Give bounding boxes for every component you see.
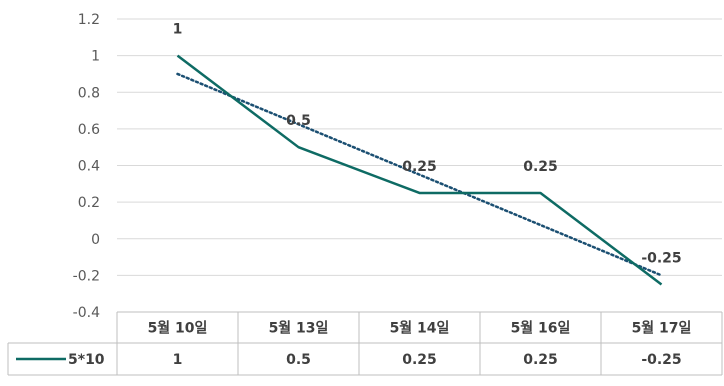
table-value: -0.25 [641, 352, 681, 368]
table-value: 1 [173, 352, 183, 368]
y-tick-label: 0.4 [78, 159, 100, 175]
series-lines [176, 54, 663, 286]
table-value: 0.25 [402, 352, 437, 368]
trendline [176, 72, 663, 277]
category-label: 5월 13일 [269, 320, 329, 337]
y-tick-label: 0.2 [78, 195, 100, 211]
y-tick-label: 0.6 [78, 122, 100, 138]
y-tick-label: 1 [91, 49, 100, 65]
table-value: 0.25 [523, 352, 558, 368]
y-tick-label: -0.2 [73, 268, 100, 284]
y-tick-label: -0.4 [73, 305, 100, 321]
category-label: 5월 10일 [148, 320, 208, 337]
data-label: -0.25 [641, 251, 681, 267]
y-tick-label: 0.8 [78, 85, 100, 101]
data-label: 1 [173, 22, 183, 38]
data-label: 0.5 [286, 113, 311, 129]
data-label: 0.25 [402, 159, 437, 175]
y-axis-ticks: 1.2 1 0.8 0.6 0.4 0.2 0 -0.2 -0.4 [73, 12, 100, 321]
category-label: 5월 17일 [632, 320, 692, 337]
y-tick-label: 1.2 [78, 12, 100, 28]
legend-label: 5*10 [68, 352, 105, 368]
data-label: 0.25 [523, 159, 558, 175]
data-labels: 1 0.5 0.25 0.25 -0.25 [173, 22, 682, 267]
trendline-path [176, 72, 663, 277]
category-label: 5월 16일 [511, 320, 571, 337]
data-table: 5월 10일 5월 13일 5월 14일 5월 16일 5월 17일 5*10 1 0.5 0.… [7, 311, 723, 376]
series-line [176, 54, 663, 286]
category-label: 5월 14일 [390, 320, 450, 337]
table-value: 0.5 [286, 352, 311, 368]
y-tick-label: 0 [91, 232, 100, 248]
